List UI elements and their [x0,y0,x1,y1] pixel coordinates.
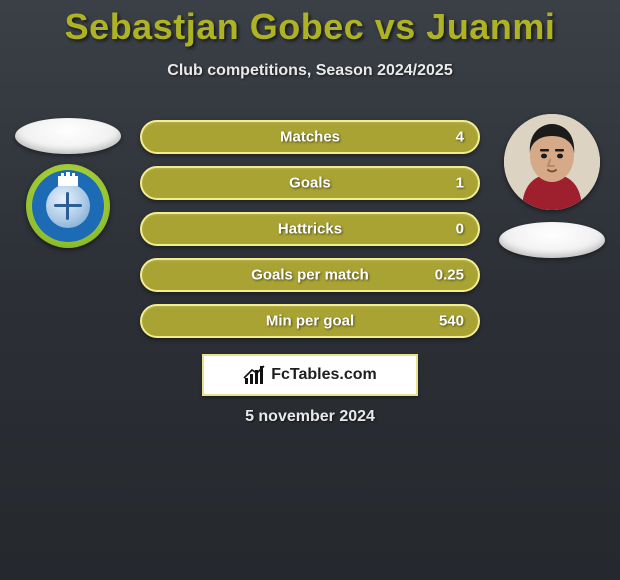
stat-row-mpg: Min per goal 540 [140,304,480,338]
stat-row-matches: Matches 4 [140,120,480,154]
stat-label: Hattricks [142,221,478,238]
stat-row-gpm: Goals per match 0.25 [140,258,480,292]
stat-value-right: 0 [456,221,464,238]
stat-value-right: 0.25 [435,267,464,284]
stats-list: Matches 4 Goals 1 Hattricks 0 Goals per … [140,120,480,350]
brand-link[interactable]: FcTables.com [202,354,418,396]
player-right-avatar [504,114,600,210]
stat-value-right: 4 [456,129,464,146]
stat-label: Matches [142,129,478,146]
stat-label: Goals [142,175,478,192]
stat-row-goals: Goals 1 [140,166,480,200]
player-left-disc [15,118,121,154]
player-right-disc [499,222,605,258]
comparison-card: Sebastjan Gobec vs Juanmi Club competiti… [0,0,620,580]
date-text: 5 november 2024 [0,408,620,426]
stat-value-right: 540 [439,313,464,330]
castle-icon [57,172,79,186]
stat-label: Goals per match [142,267,478,284]
stat-value-right: 1 [456,175,464,192]
stat-row-hattricks: Hattricks 0 [140,212,480,246]
page-title: Sebastjan Gobec vs Juanmi [0,0,620,48]
player-left-area [8,118,128,248]
brand-label: FcTables.com [271,366,377,384]
subtitle: Club competitions, Season 2024/2025 [0,62,620,80]
bar-chart-icon [243,364,265,386]
player-left-club-badge [26,164,110,248]
player-right-area [492,118,612,258]
stat-label: Min per goal [142,313,478,330]
